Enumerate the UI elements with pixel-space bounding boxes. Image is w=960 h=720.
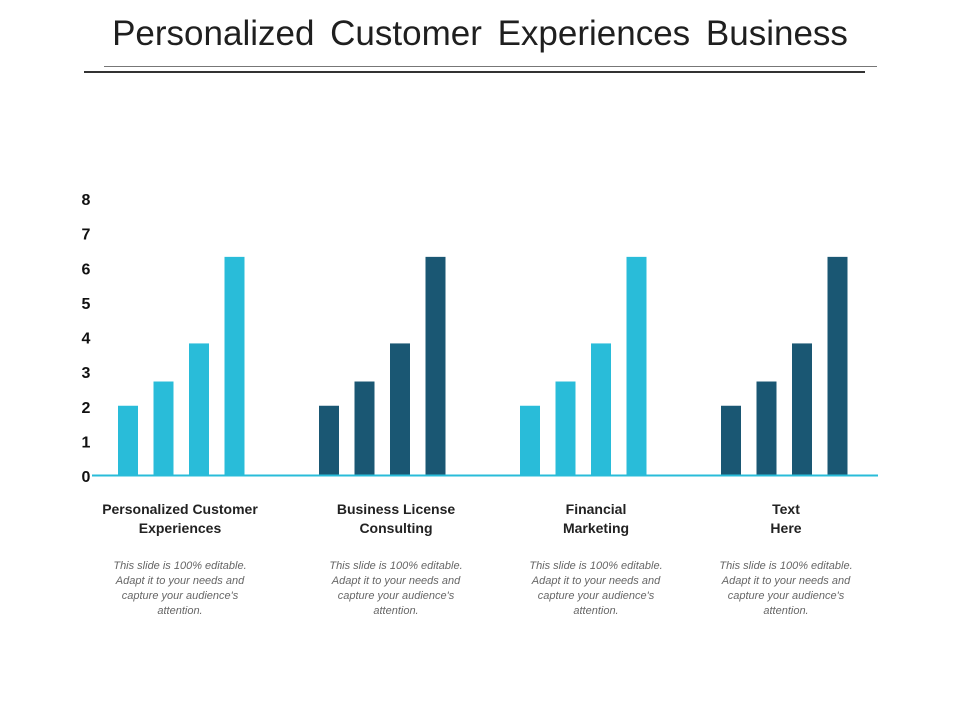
bar-group-3-series-3 — [591, 343, 611, 475]
bar-group-4-series-2 — [756, 381, 777, 475]
y-tick-label-3: 3 — [82, 365, 91, 382]
category-group-1: Personalized Customer Experiences This s… — [80, 500, 280, 619]
y-tick-label-2: 2 — [82, 400, 91, 417]
y-tick-label-1: 1 — [82, 434, 91, 451]
category-description-4: This slide is 100% editable. Adapt it to… — [719, 560, 853, 617]
bar-group-2-series-3 — [390, 343, 410, 475]
category-label-1: Personalized Customer Experiences — [102, 501, 258, 536]
category-label-2: Business License Consulting — [336, 501, 456, 536]
y-tick-label-7: 7 — [82, 227, 91, 244]
y-tick-label-0: 0 — [82, 469, 91, 486]
bar-group-4-series-4 — [827, 256, 848, 475]
bar-group-3-series-1 — [520, 405, 540, 475]
bar-group-3-series-4 — [626, 256, 647, 475]
category-description-1: This slide is 100% editable. Adapt it to… — [113, 560, 247, 617]
category-group-3: Financial Marketing This slide is 100% e… — [496, 500, 696, 619]
y-tick-label-4: 4 — [82, 331, 91, 348]
bar-group-4-series-1 — [721, 405, 741, 475]
bar-group-2-series-4 — [425, 256, 446, 475]
category-label-4: Text Here — [770, 501, 802, 536]
title-rule-top — [104, 66, 877, 67]
bar-group-2-series-1 — [319, 405, 339, 475]
y-tick-label-8: 8 — [82, 192, 91, 209]
category-label-3: Financial Marketing — [562, 501, 630, 536]
bar-group-1-series-1 — [118, 405, 138, 475]
bar-group-3-series-2 — [555, 381, 576, 475]
bar-group-1-series-4 — [224, 256, 245, 475]
bar-group-4-series-3 — [792, 343, 812, 475]
category-description-2: This slide is 100% editable. Adapt it to… — [329, 560, 463, 617]
category-description-3: This slide is 100% editable. Adapt it to… — [529, 560, 663, 617]
category-group-2: Business License Consulting This slide i… — [296, 500, 496, 619]
bar-group-1-series-3 — [189, 343, 209, 475]
slide-title: Personalized Customer Experiences Busine… — [112, 14, 848, 53]
y-tick-label-6: 6 — [82, 261, 91, 278]
bar-group-2-series-2 — [354, 381, 375, 475]
title-rule-bottom — [84, 71, 865, 73]
category-group-4: Text Here This slide is 100% editable. A… — [686, 500, 886, 619]
bar-group-1-series-2 — [153, 381, 174, 475]
y-tick-label-5: 5 — [82, 296, 91, 313]
